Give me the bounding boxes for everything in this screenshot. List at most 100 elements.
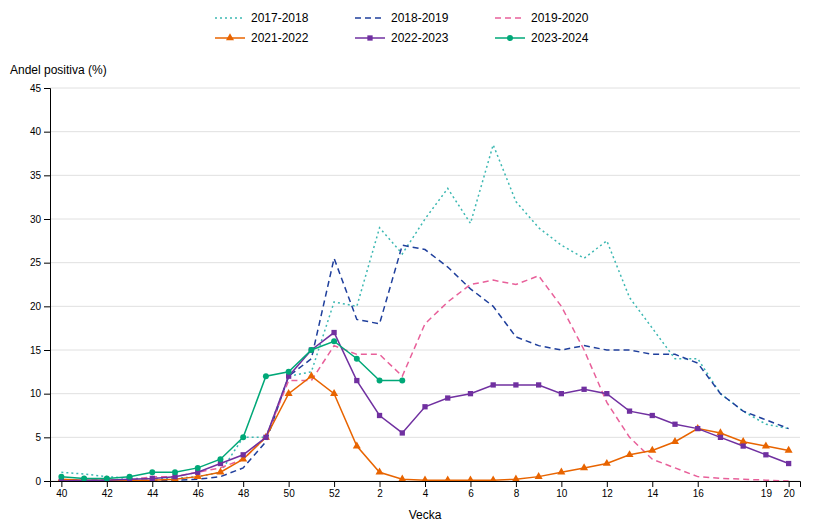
x-tick-label: 19 (761, 488, 773, 499)
grid-line (50, 262, 800, 263)
legend-marker (226, 33, 234, 40)
legend-label: 2017-2018 (251, 11, 309, 25)
series-marker (716, 428, 724, 435)
legend-item: 2018-2019 (355, 11, 449, 25)
series-marker (307, 372, 315, 379)
series-marker (330, 389, 338, 396)
series-marker (559, 391, 564, 396)
y-tick-mark (44, 175, 50, 176)
x-tick: 50 (284, 481, 296, 499)
series-marker (604, 391, 609, 396)
grid-line (50, 131, 800, 132)
x-tick-mark (334, 481, 335, 487)
x-tick-mark (561, 481, 562, 487)
y-tick-label: 15 (30, 345, 42, 356)
series-line (61, 376, 788, 480)
x-tick-label: 2 (377, 488, 383, 499)
y-tick: 35 (30, 170, 50, 181)
legend-label: 2021-2022 (251, 31, 309, 45)
x-tick-mark (289, 481, 290, 487)
y-tick: 30 (30, 214, 50, 225)
series-marker (603, 459, 611, 466)
y-axis-line (44, 89, 51, 482)
y-tick: 5 (35, 432, 50, 443)
legend-label: 2018-2019 (391, 11, 449, 25)
x-tick-label: 40 (56, 488, 68, 499)
x-tick: 19 (761, 481, 773, 499)
x-tick: 42 (102, 481, 114, 499)
series-marker (195, 465, 201, 471)
series-marker (445, 395, 450, 400)
x-tick-mark (766, 481, 767, 487)
legend-swatch (355, 17, 385, 19)
series-marker (58, 474, 64, 480)
series-marker (308, 347, 314, 353)
legend-item: 2023-2024 (495, 31, 589, 45)
series-marker (377, 378, 383, 384)
x-tick-label: 44 (147, 488, 159, 499)
series-marker (763, 452, 768, 457)
x-tick-mark (152, 481, 153, 487)
grid-line (50, 88, 800, 89)
legend-label: 2023-2024 (531, 31, 589, 45)
series-marker (285, 389, 293, 396)
series-marker (627, 408, 632, 413)
series-marker (399, 378, 405, 384)
series-marker (650, 413, 655, 418)
y-tick: 20 (30, 301, 50, 312)
series-marker (286, 369, 292, 375)
series-marker (786, 461, 791, 466)
y-tick-label: 45 (30, 83, 42, 94)
series-marker (513, 382, 518, 387)
x-tick-mark (470, 481, 471, 487)
y-tick-label: 5 (35, 432, 41, 443)
series-marker (648, 446, 656, 453)
x-tick-label: 42 (102, 488, 114, 499)
x-tick: 2 (377, 481, 383, 499)
y-tick: 25 (30, 257, 50, 268)
series-marker (309, 347, 314, 352)
y-tick-mark (44, 263, 50, 264)
y-tick-label: 25 (30, 257, 42, 268)
x-tick-label: 48 (238, 488, 250, 499)
x-tick: 46 (193, 481, 205, 499)
legend-marker (507, 35, 513, 41)
x-tick-mark (789, 481, 790, 487)
x-tick-label: 50 (284, 488, 296, 499)
y-tick: 0 (35, 476, 50, 487)
x-tick-label: 6 (468, 488, 474, 499)
y-tick: 10 (30, 388, 50, 399)
series-marker (353, 441, 361, 448)
x-tick: 48 (238, 481, 250, 499)
y-tick: 15 (30, 345, 50, 356)
x-tick-mark (516, 481, 517, 487)
y-tick-label: 20 (30, 301, 42, 312)
x-tick-mark (652, 481, 653, 487)
series-marker (695, 426, 700, 431)
series-marker (466, 475, 474, 481)
x-tick: 14 (647, 481, 659, 499)
y-tick-label: 40 (30, 126, 42, 137)
x-tick-label: 52 (329, 488, 341, 499)
series-marker (217, 456, 223, 462)
legend-swatch (495, 17, 525, 19)
series-marker (580, 463, 588, 470)
x-tick-mark (607, 481, 608, 487)
y-tick: 40 (30, 126, 50, 137)
series-marker (127, 474, 133, 480)
series-line (61, 333, 788, 481)
y-tick-mark (44, 219, 50, 220)
legend-marker (367, 35, 372, 40)
series-marker (671, 437, 679, 444)
series-marker (263, 373, 269, 379)
y-tick-label: 10 (30, 388, 42, 399)
x-tick-mark (698, 481, 699, 487)
x-tick-mark (380, 481, 381, 487)
x-tick-label: 20 (784, 488, 796, 499)
y-tick-mark (44, 394, 50, 395)
series-marker (150, 476, 155, 481)
series-line (61, 145, 788, 479)
x-axis-title: Vecka (409, 508, 442, 522)
x-tick-mark (107, 481, 108, 487)
y-tick-label: 35 (30, 170, 42, 181)
